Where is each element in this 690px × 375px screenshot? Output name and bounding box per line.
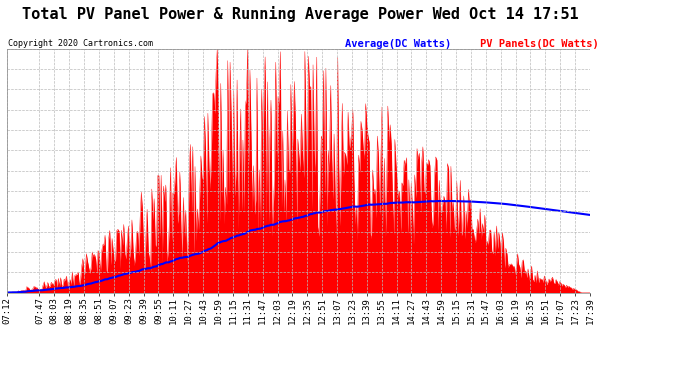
Text: Average(DC Watts): Average(DC Watts) [345,39,451,50]
Text: Total PV Panel Power & Running Average Power Wed Oct 14 17:51: Total PV Panel Power & Running Average P… [22,6,578,22]
Text: Copyright 2020 Cartronics.com: Copyright 2020 Cartronics.com [8,39,153,48]
Text: PV Panels(DC Watts): PV Panels(DC Watts) [480,39,598,50]
